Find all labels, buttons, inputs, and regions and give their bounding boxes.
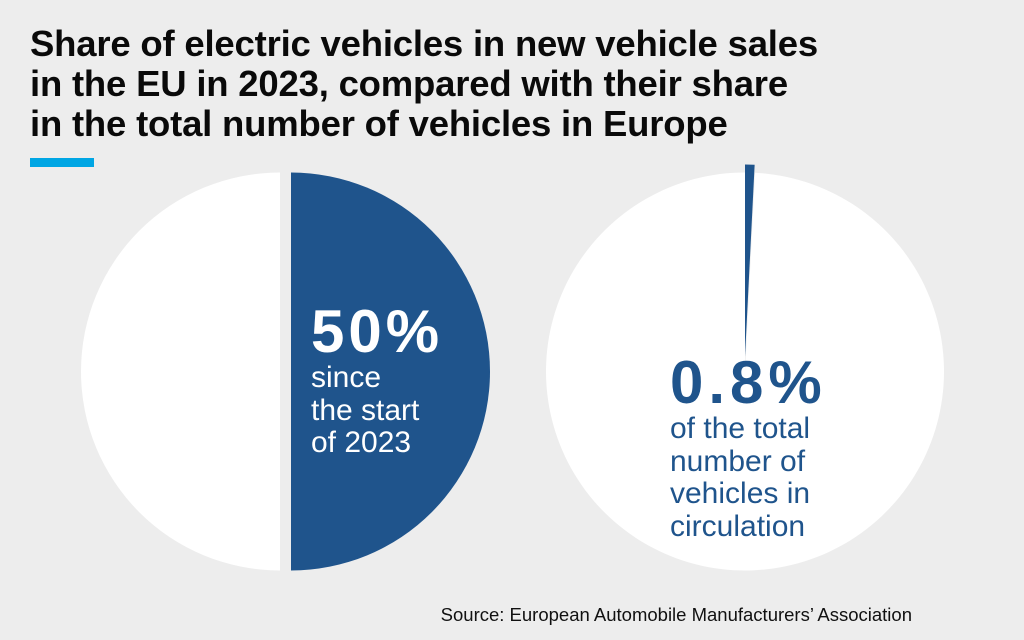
pie-slice-other xyxy=(546,172,945,571)
title-line-2: in the EU in 2023, compared with their s… xyxy=(30,63,788,104)
data-label-line: of 2023 xyxy=(311,426,412,459)
data-label-value-50: 50% xyxy=(311,298,444,365)
data-label-line: the start xyxy=(311,393,420,427)
pie-label-total-vehicles: 0.8% of the total number of vehicles in … xyxy=(670,353,827,543)
data-label-value-0-8: 0.8% xyxy=(670,349,827,416)
chart-title: Share of electric vehicles in new vehicl… xyxy=(30,24,930,144)
pie-chart-total-vehicles xyxy=(546,164,945,571)
data-label-line: of the total xyxy=(670,412,811,445)
pie-slice-electric-vehicles xyxy=(291,172,490,571)
pie-label-new-sales: 50% since the start of 2023 xyxy=(311,302,443,460)
accent-bar xyxy=(30,158,94,167)
pie-slice-electric-vehicles xyxy=(745,164,755,357)
data-label-line: since xyxy=(311,361,382,394)
pie-chart-new-sales xyxy=(80,172,490,571)
pie-slice-other xyxy=(80,172,280,571)
title-line-1: Share of electric vehicles in new vehicl… xyxy=(30,23,818,64)
title-line-3: in the total number of vehicles in Europ… xyxy=(30,103,728,144)
data-label-line: vehicles in xyxy=(670,477,811,510)
data-label-line: circulation xyxy=(670,509,806,543)
data-label-line: number of xyxy=(670,444,806,478)
source-note: Source: European Automobile Manufacturer… xyxy=(440,604,912,625)
